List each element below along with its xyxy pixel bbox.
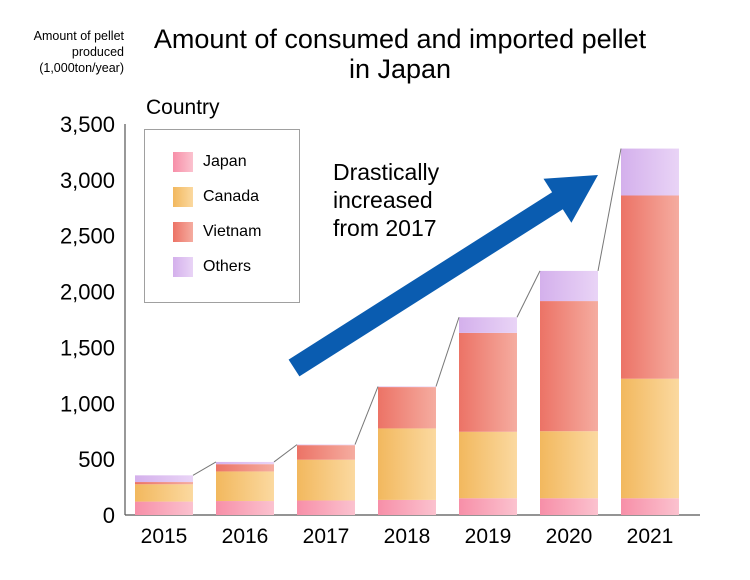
trend-arrow-shape (288, 175, 598, 377)
connector-line-2018 (435, 317, 460, 387)
y-axis-label-line-2: produced (71, 45, 124, 59)
annotation-line-2: increased (333, 187, 433, 213)
bar-others-2017 (297, 444, 355, 446)
legend-item-japan: Japan (173, 152, 247, 172)
legend-item-vietnam: Vietnam (173, 222, 261, 242)
legend-label-others: Others (203, 258, 252, 275)
tick-labels: 0 500 1,000 1,500 2,000 2,500 3,000 3,500 2015 20… (60, 112, 673, 548)
bar-vietnam-2021 (621, 195, 679, 379)
x-tick-label-2015: 2015 (141, 525, 188, 548)
y-axis-label-line-3: (1,000ton/year) (39, 61, 124, 75)
bar-vietnam-2018 (378, 387, 436, 429)
bar-others-2015 (135, 475, 193, 483)
legend: Japan Canada Vietnam Others (144, 129, 300, 303)
legend-label-canada: Canada (203, 188, 260, 205)
bar-japan-2016 (216, 501, 274, 515)
legend-label-japan: Japan (203, 153, 247, 170)
y-axis-label: Amount of pellet produced (1,000ton/year… (6, 28, 124, 76)
y-tick-label-3-500: 3,500 (60, 112, 115, 137)
x-tick-label-2018: 2018 (384, 525, 431, 548)
y-tick-label-0: 0 (103, 503, 115, 528)
bar-others-2018 (378, 386, 436, 388)
bar-canada-2019 (459, 431, 517, 499)
bar-vietnam-2020 (540, 301, 598, 432)
connector-line-2017 (354, 386, 379, 445)
bar-japan-2021 (621, 498, 679, 515)
bar-canada-2020 (540, 431, 598, 499)
bar-japan-2015 (135, 501, 193, 515)
y-tick-label-2-500: 2,500 (60, 224, 115, 249)
y-tick-label-1-500: 1,500 (60, 335, 115, 360)
legend-label-vietnam: Vietnam (203, 223, 262, 240)
bar-canada-2021 (621, 378, 679, 499)
y-tick-label-3-000: 3,000 (60, 168, 115, 193)
bar-canada-2016 (216, 471, 274, 502)
connector-lines (192, 148, 622, 476)
bar-canada-2015 (135, 484, 193, 502)
bar-japan-2018 (378, 499, 436, 515)
x-tick-label-2021: 2021 (627, 525, 674, 548)
bar-vietnam-2015 (135, 482, 193, 485)
x-tick-label-2016: 2016 (222, 525, 269, 548)
bar-japan-2020 (540, 498, 598, 515)
x-tick-label-2019: 2019 (465, 525, 512, 548)
bar-vietnam-2016 (216, 464, 274, 472)
x-tick-label-2017: 2017 (303, 525, 350, 548)
bar-canada-2017 (297, 459, 355, 501)
bar-vietnam-2019 (459, 332, 517, 432)
bar-japan-2017 (297, 500, 355, 515)
bar-others-2021 (621, 148, 679, 196)
annotation-line-3: from 2017 (333, 215, 437, 241)
legend-swatch-canada (173, 187, 193, 207)
bar-others-2020 (540, 270, 598, 302)
legend-swatch-others (173, 257, 193, 277)
legend-swatch-japan (173, 152, 193, 172)
bar-vietnam-2017 (297, 445, 355, 460)
legend-item-others: Others (173, 257, 251, 277)
connector-line-2015 (192, 461, 217, 476)
bars-group (135, 148, 679, 515)
bar-japan-2019 (459, 498, 517, 515)
legend-title: Country (146, 96, 220, 119)
annotation-text: Drastically increased from 2017 (333, 158, 439, 242)
bar-canada-2018 (378, 428, 436, 500)
trend-arrow (288, 175, 598, 377)
y-tick-label-2-000: 2,000 (60, 280, 115, 305)
connector-line-2016 (273, 444, 298, 463)
y-tick-label-1-000: 1,000 (60, 391, 115, 416)
legend-item-canada: Canada (173, 187, 259, 207)
y-axis-label-line-1: Amount of pellet (33, 29, 124, 43)
legend-swatch-vietnam (173, 222, 193, 242)
bar-others-2019 (459, 317, 517, 333)
annotation-line-1: Drastically (333, 159, 440, 185)
y-tick-label-500: 500 (78, 447, 115, 472)
bar-others-2016 (216, 461, 274, 465)
x-tick-label-2020: 2020 (546, 525, 593, 548)
connector-line-2020 (597, 148, 622, 271)
connector-line-2019 (516, 270, 541, 318)
chart-title: Amount of consumed and imported pellet i… (153, 24, 647, 84)
